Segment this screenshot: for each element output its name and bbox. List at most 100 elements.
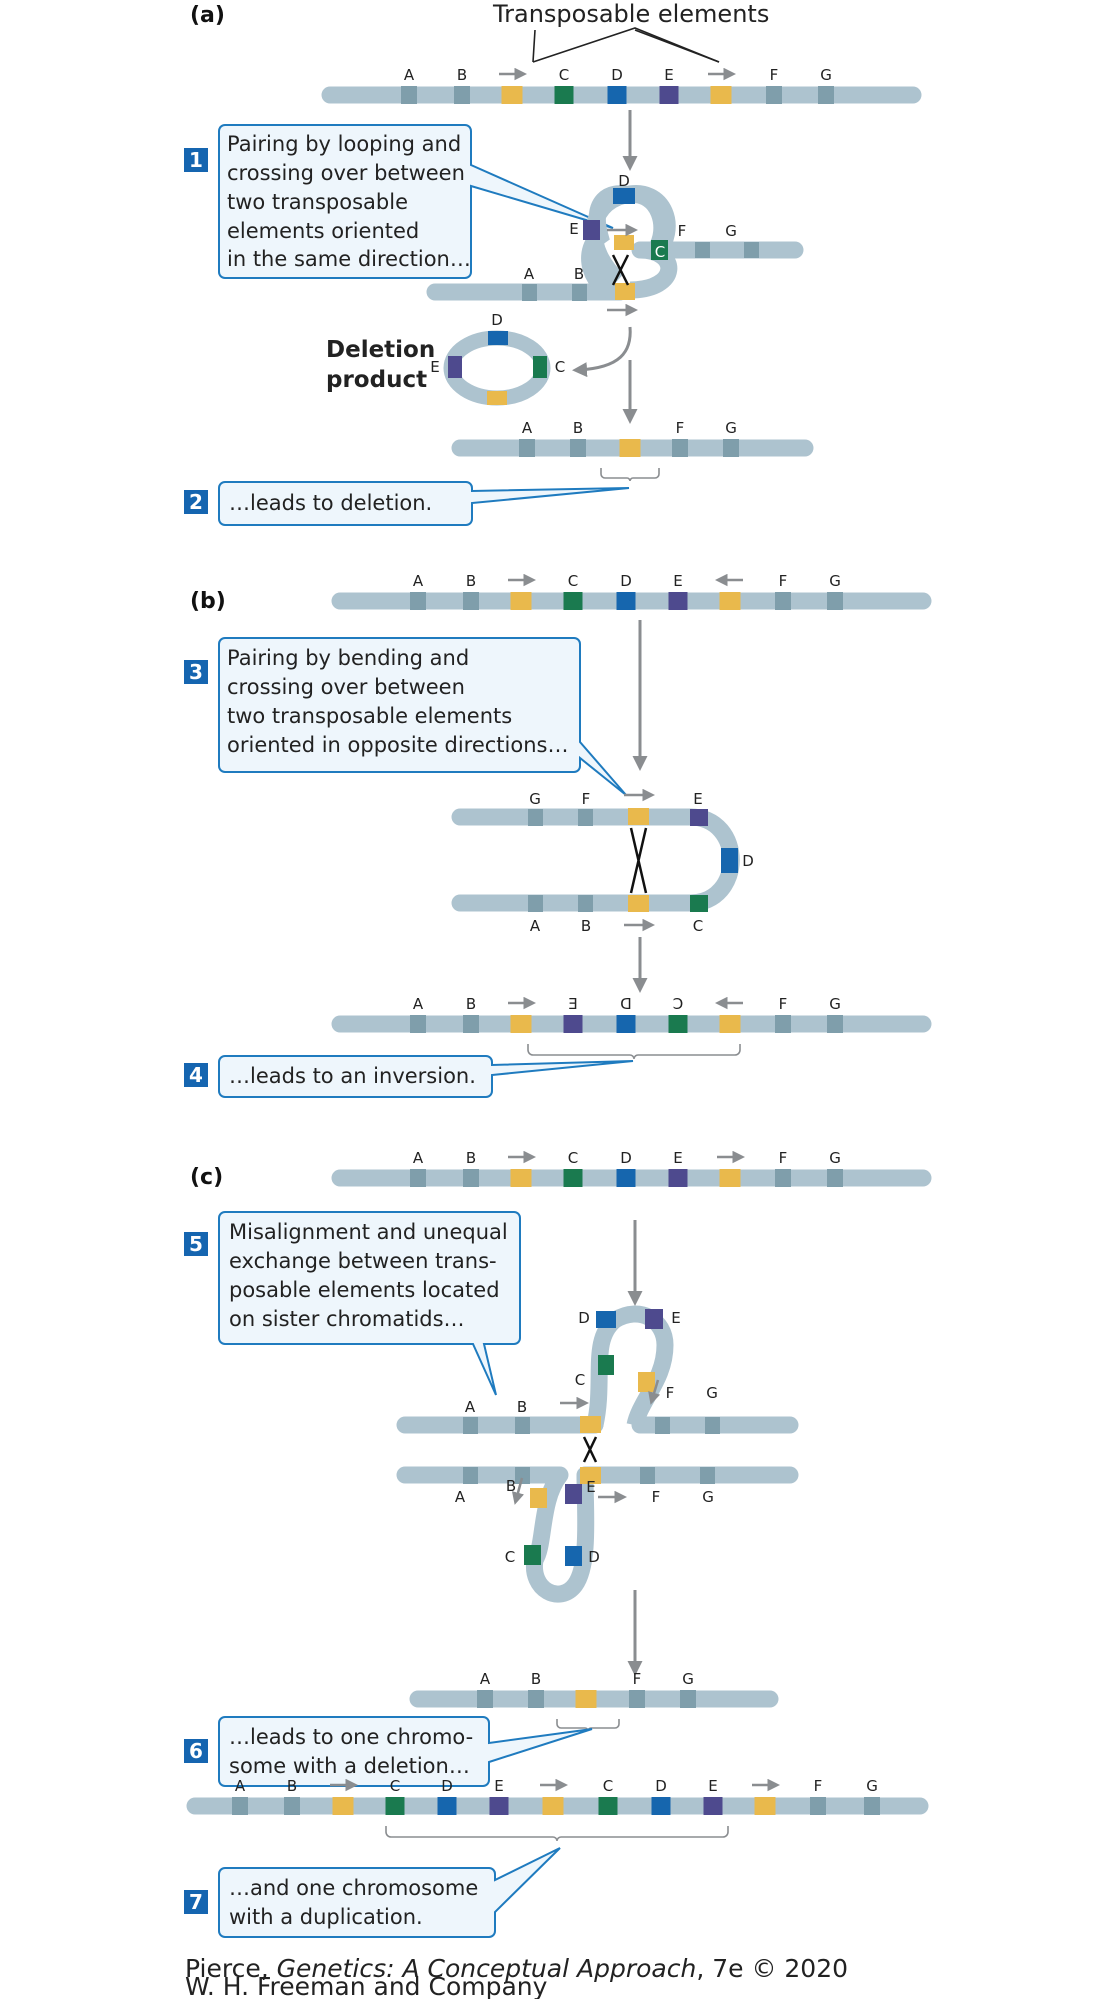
credit-line-1: Pierce, Genetics: A Conceptual Approach,… <box>185 1954 848 1983</box>
transposon-band <box>619 439 641 457</box>
gene-band-f <box>672 439 688 457</box>
transposon-band <box>719 1015 741 1033</box>
panel-a-label: (a) <box>190 3 225 28</box>
svg-text:1: 1 <box>189 148 203 172</box>
gene-label-b: B <box>531 1670 541 1688</box>
gene-label-g: G <box>682 1670 694 1688</box>
transposon-band <box>332 1797 354 1815</box>
svg-text:Pairing by looping and: Pairing by looping and <box>227 132 461 156</box>
gene-band-e <box>668 592 688 610</box>
chromosome-b-original: A B C D E F G <box>331 572 932 610</box>
transposon-band <box>510 1015 532 1033</box>
gene-band-g <box>827 592 843 610</box>
gene-band-b <box>463 592 479 610</box>
gene-band-f <box>775 592 791 610</box>
gene-band-e <box>703 1797 723 1815</box>
svg-text:3: 3 <box>189 660 203 684</box>
gene-label-g: G <box>820 66 832 84</box>
gene-label-d: D <box>655 1777 667 1795</box>
deletion-product-label: Deletion <box>326 337 435 363</box>
svg-text:Misalignment and unequal: Misalignment and unequal <box>229 1220 508 1244</box>
gene-band-e <box>668 1169 688 1187</box>
svg-text:4: 4 <box>189 1063 203 1087</box>
gene-band-g <box>827 1169 843 1187</box>
svg-text:7: 7 <box>189 1890 203 1914</box>
gene-label-f: F <box>779 572 788 590</box>
gene-band-f <box>766 86 782 104</box>
gene-band-d <box>616 592 636 610</box>
svg-text:5: 5 <box>189 1232 203 1256</box>
gene-label-c: C <box>390 1777 400 1795</box>
gene-band-a <box>410 1169 426 1187</box>
credit-line-2: W. H. Freeman and Company <box>185 1972 548 1999</box>
svg-text:F: F <box>582 790 591 808</box>
transposon-band <box>754 1797 776 1815</box>
gene-label-d: D <box>620 1149 632 1167</box>
svg-text:F: F <box>678 222 687 240</box>
step-3-callout: 3 Pairing by bending and crossing over b… <box>184 637 627 796</box>
svg-text:elements oriented: elements oriented <box>227 219 419 243</box>
gene-label-e: E <box>673 1149 682 1167</box>
transposon-band <box>510 592 532 610</box>
gene-band-c <box>668 1015 688 1033</box>
gene-band-e <box>563 1015 583 1033</box>
svg-text:C: C <box>555 358 565 376</box>
transposon-band <box>575 1690 597 1708</box>
gene-band-c <box>385 1797 405 1815</box>
gene-band-a <box>410 1015 426 1033</box>
svg-text:…leads to an inversion.: …leads to an inversion. <box>229 1064 476 1088</box>
svg-text:in the same direction…: in the same direction… <box>227 247 471 271</box>
svg-text:crossing over between: crossing over between <box>227 675 465 699</box>
gene-band-f <box>810 1797 826 1815</box>
svg-text:B: B <box>581 917 591 935</box>
gene-label-a: A <box>480 1670 491 1688</box>
duplication-bracket <box>385 1826 729 1842</box>
svg-text:A: A <box>524 265 535 283</box>
bent-structure-b: G F E D C A B <box>451 788 754 935</box>
gene-band-c <box>563 1169 583 1187</box>
svg-text:B: B <box>517 1398 527 1416</box>
svg-text:…and one chromosome: …and one chromosome <box>229 1876 478 1900</box>
gene-label-e: E <box>568 995 577 1013</box>
gene-band-c <box>563 592 583 610</box>
gene-label-e: E <box>664 66 673 84</box>
svg-text:C: C <box>693 917 703 935</box>
gene-label-a: A <box>404 66 415 84</box>
svg-text:oriented in opposite direction: oriented in opposite directions… <box>227 733 568 757</box>
svg-text:…leads to deletion.: …leads to deletion. <box>229 491 432 515</box>
chromosome-c-original: A B C D E F G <box>331 1149 932 1187</box>
gene-band-g <box>827 1015 843 1033</box>
gene-label-b: B <box>466 995 476 1013</box>
svg-text:2: 2 <box>189 490 203 514</box>
gene-label-f: F <box>676 419 685 437</box>
deletion-product-ring: D E C <box>430 311 565 406</box>
gene-label-g: G <box>866 1777 878 1795</box>
gene-band-f <box>629 1690 645 1708</box>
svg-text:E: E <box>693 790 702 808</box>
gene-label-d: D <box>611 66 623 84</box>
gene-band-g <box>723 439 739 457</box>
step-7-callout: 7 …and one chromosome with a duplication… <box>184 1847 561 1938</box>
gene-band-f <box>775 1015 791 1033</box>
svg-text:some with a deletion…: some with a deletion… <box>229 1754 470 1778</box>
step-1-callout: 1 Pairing by looping and crossing over b… <box>184 124 614 279</box>
gene-label-f: F <box>779 1149 788 1167</box>
step-6-callout: 6 …leads to one chromo- some with a dele… <box>184 1716 593 1787</box>
svg-text:B: B <box>574 265 584 283</box>
step-5-callout: 5 Misalignment and unequal exchange betw… <box>184 1211 521 1396</box>
gene-band-b <box>284 1797 300 1815</box>
gene-label-g: G <box>725 419 737 437</box>
svg-text:…leads to one chromo-: …leads to one chromo- <box>229 1725 473 1749</box>
inversion-bracket <box>527 1044 741 1060</box>
svg-text:C: C <box>655 243 665 261</box>
gene-label-b: B <box>287 1777 297 1795</box>
gene-label-b: B <box>573 419 583 437</box>
step-4-callout: 4 …leads to an inversion. <box>184 1055 634 1098</box>
gene-band-b <box>463 1169 479 1187</box>
svg-text:G: G <box>702 1488 714 1506</box>
gene-label-a: A <box>413 1149 424 1167</box>
svg-text:D: D <box>588 1548 600 1566</box>
svg-text:on sister chromatids…: on sister chromatids… <box>229 1307 465 1331</box>
